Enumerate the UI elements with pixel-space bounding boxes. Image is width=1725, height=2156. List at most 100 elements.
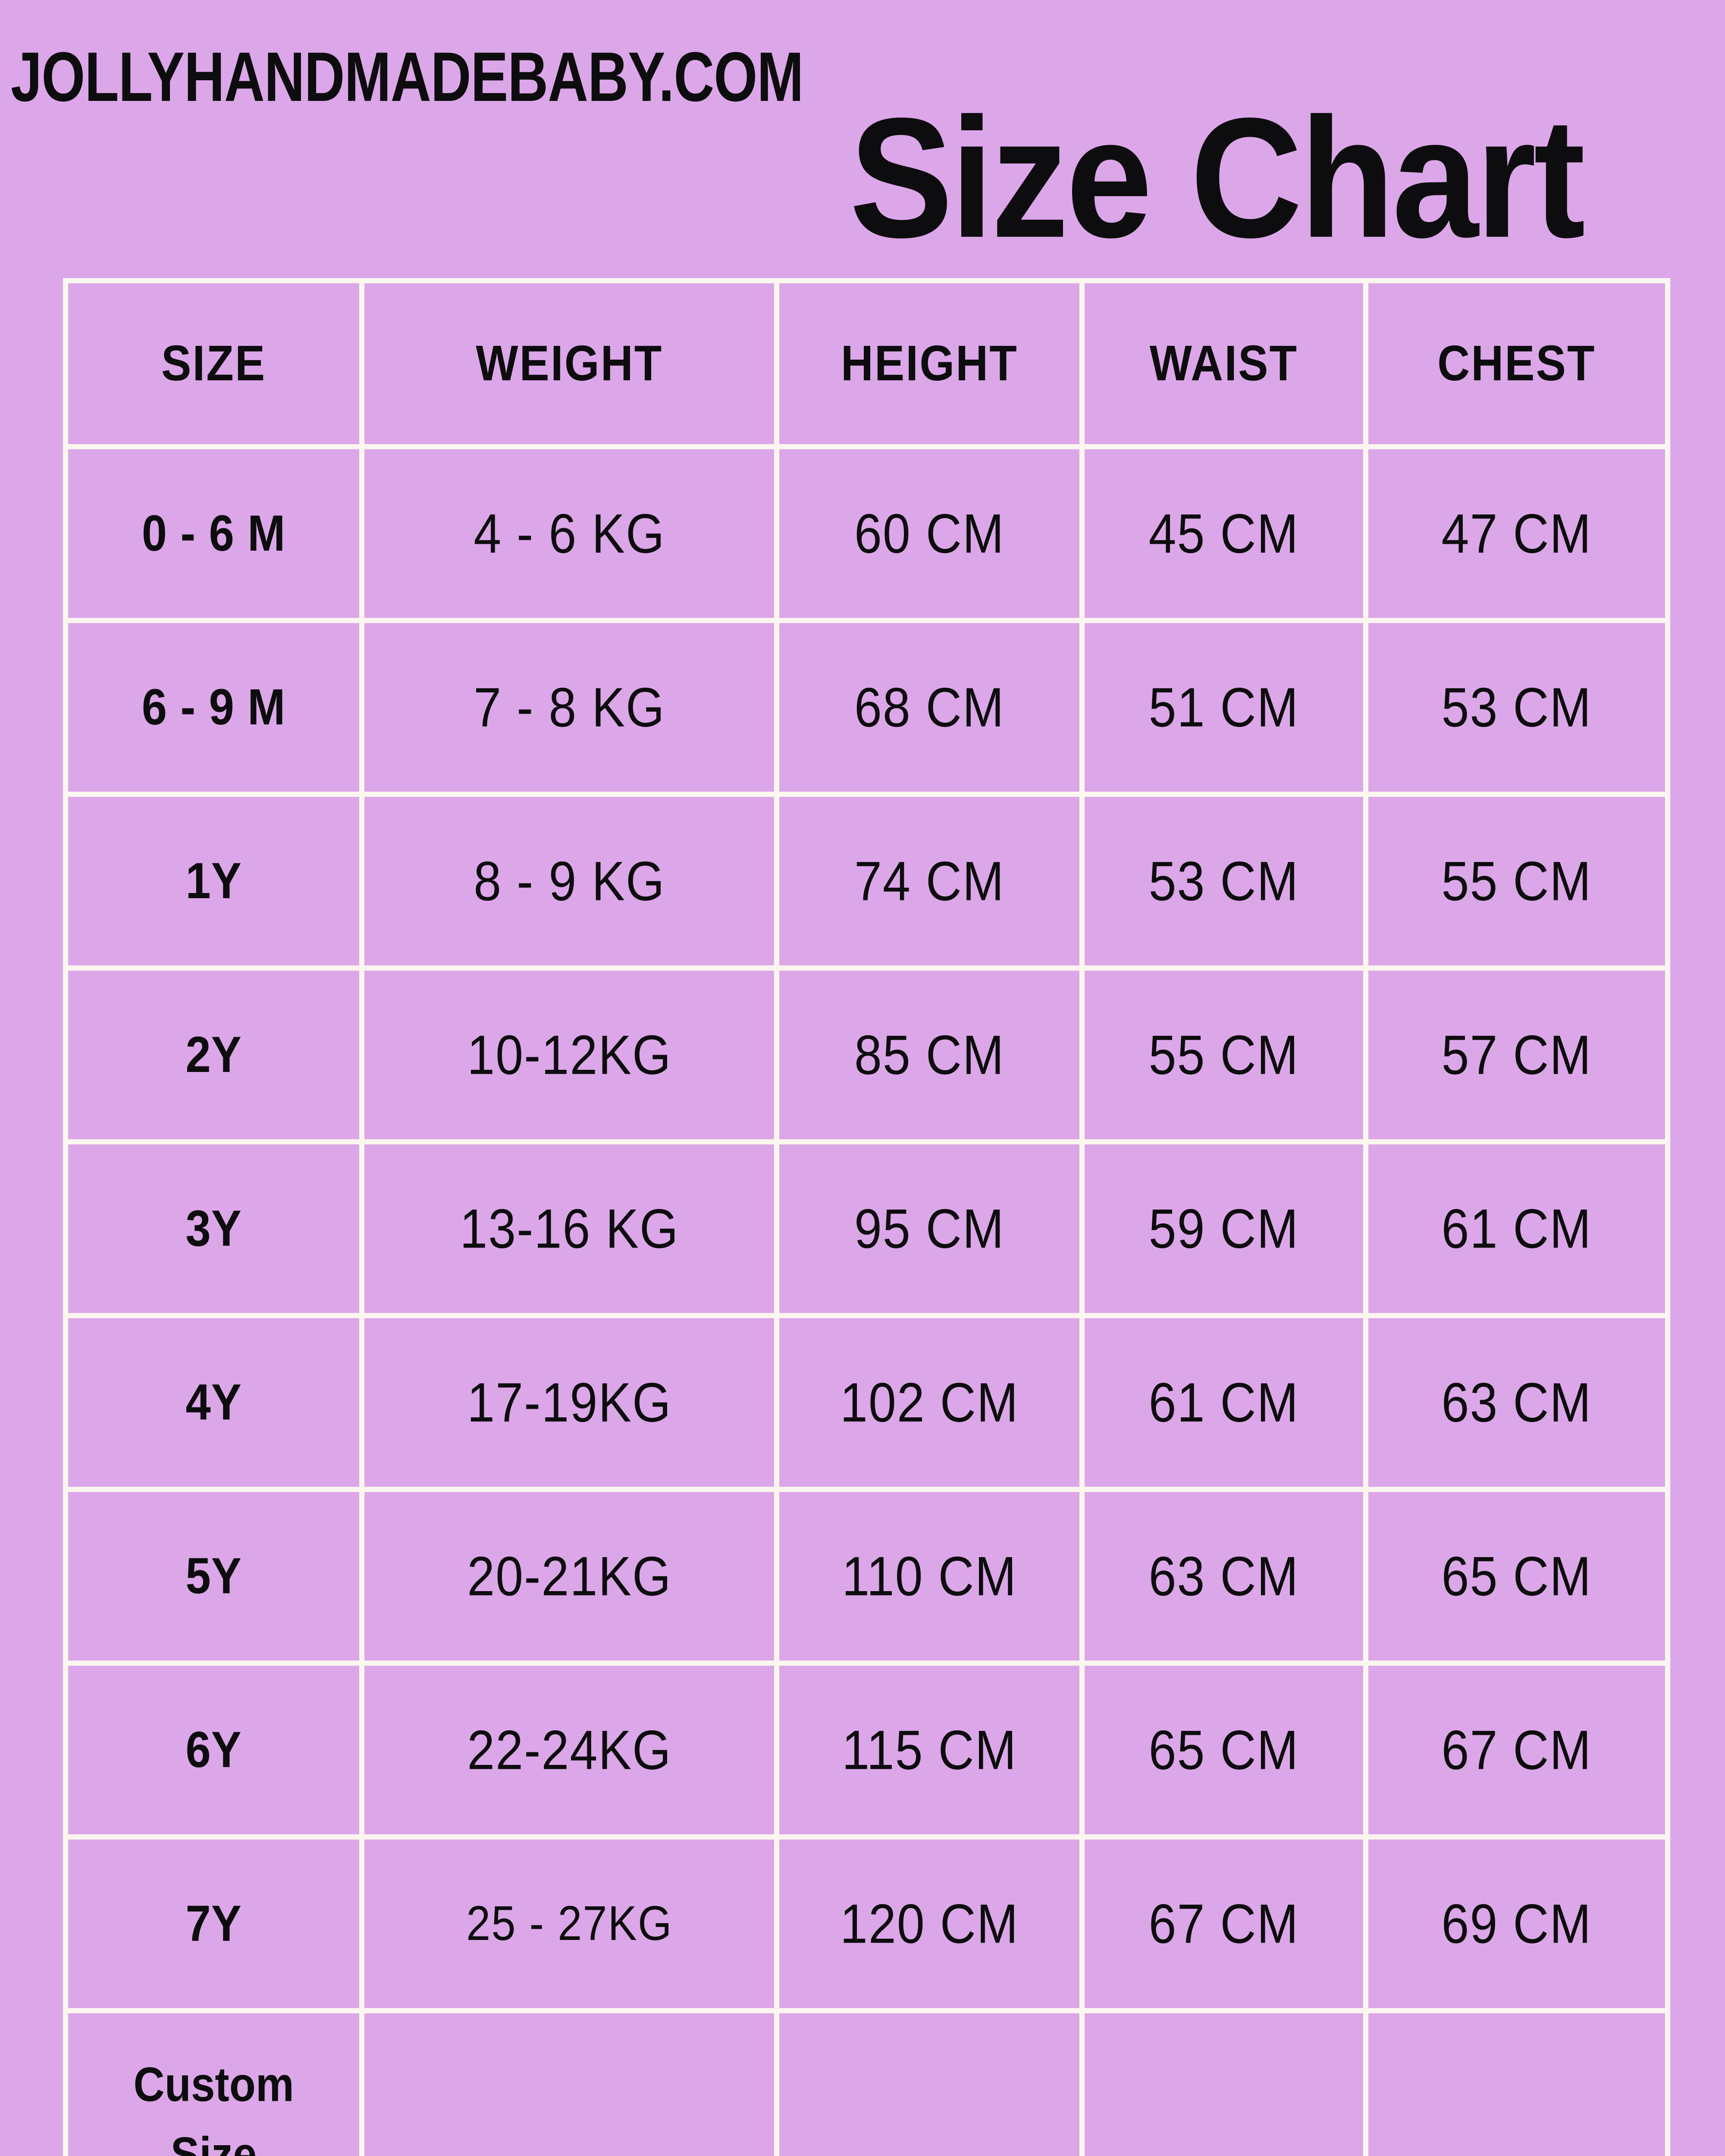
cell-size: 5Y: [63, 1487, 365, 1666]
page-title: Size Chart: [849, 82, 1585, 273]
cell-size: 1Y: [63, 792, 365, 971]
cell-text: 6Y: [185, 1721, 242, 1778]
cell-chest: [1363, 2008, 1671, 2156]
cell-text: 67 CM: [1148, 1893, 1299, 1955]
cell-text: 45 CM: [1148, 502, 1299, 565]
cell-chest: 57 CM: [1363, 965, 1671, 1144]
cell-text: 10-12KG: [467, 1024, 672, 1086]
cell-text: 17-19KG: [467, 1371, 672, 1434]
column-header-weight: WEIGHT: [359, 278, 780, 449]
cell-text: 68 CM: [854, 676, 1005, 739]
cell-size: 0 - 6 M: [63, 444, 365, 623]
column-header-waist: WAIST: [1079, 278, 1368, 449]
table-header-row: SIZE WEIGHT HEIGHT WAIST CHEST: [63, 278, 1671, 449]
cell-size: 6Y: [63, 1661, 365, 1839]
cell-height: 68 CM: [774, 618, 1085, 797]
cell-text: 20-21KG: [467, 1545, 672, 1608]
cell-weight: 25 - 27KG: [359, 1834, 780, 2013]
table-row-3y: 3Y 13-16 KG 95 CM 59 CM 61 CM: [63, 1139, 1671, 1318]
cell-text: 7Y: [185, 1895, 242, 1952]
cell-text: 55 CM: [1441, 850, 1592, 912]
cell-waist: 67 CM: [1079, 1834, 1368, 2013]
cell-text: 3Y: [185, 1200, 242, 1257]
cell-text: 102 CM: [840, 1371, 1019, 1434]
cell-chest: 61 CM: [1363, 1139, 1671, 1318]
cell-text: 85 CM: [854, 1024, 1005, 1086]
cell-text: 4Y: [185, 1374, 242, 1431]
cell-text: 74 CM: [854, 850, 1005, 912]
cell-chest: 53 CM: [1363, 618, 1671, 797]
cell-chest: 69 CM: [1363, 1834, 1671, 2013]
cell-weight: 20-21KG: [359, 1487, 780, 1666]
cell-waist: 63 CM: [1079, 1487, 1368, 1666]
cell-text: 115 CM: [842, 1719, 1017, 1781]
cell-text: 51 CM: [1148, 676, 1299, 739]
cell-text: 69 CM: [1441, 1893, 1592, 1955]
cell-text: 61 CM: [1148, 1371, 1299, 1434]
cell-text: 6 - 9 M: [141, 679, 286, 736]
column-header-label: HEIGHT: [841, 335, 1018, 392]
table-row-7y: 7Y 25 - 27KG 120 CM 67 CM 69 CM: [63, 1834, 1671, 2013]
cell-weight: 17-19KG: [359, 1313, 780, 1492]
cell-waist: 53 CM: [1079, 792, 1368, 971]
cell-waist: 45 CM: [1079, 444, 1368, 623]
cell-height: 115 CM: [774, 1661, 1085, 1839]
table-row-6y: 6Y 22-24KG 115 CM 65 CM 67 CM: [63, 1661, 1671, 1839]
cell-text: 59 CM: [1148, 1197, 1299, 1260]
cell-height: 74 CM: [774, 792, 1085, 971]
table-row-4y: 4Y 17-19KG 102 CM 61 CM 63 CM: [63, 1313, 1671, 1492]
column-header-label: CHEST: [1437, 335, 1596, 392]
cell-size: Custom Size: [63, 2008, 365, 2156]
column-header-label: WAIST: [1149, 335, 1298, 392]
cell-text: Custom Size: [133, 2057, 294, 2156]
cell-waist: 51 CM: [1079, 618, 1368, 797]
cell-chest: 65 CM: [1363, 1487, 1671, 1666]
cell-text: 0 - 6 M: [141, 505, 286, 562]
cell-text: 63 CM: [1148, 1545, 1299, 1608]
table-row-custom-size: Custom Size: [63, 2008, 1671, 2156]
cell-size: 2Y: [63, 965, 365, 1144]
cell-weight: [359, 2008, 780, 2156]
cell-height: 120 CM: [774, 1834, 1085, 2013]
cell-text: 7 - 8 KG: [474, 676, 665, 739]
cell-height: [774, 2008, 1085, 2156]
cell-waist: 61 CM: [1079, 1313, 1368, 1492]
column-header-height: HEIGHT: [774, 278, 1085, 449]
cell-weight: 4 - 6 KG: [359, 444, 780, 623]
cell-text: 95 CM: [854, 1197, 1005, 1260]
cell-weight: 22-24KG: [359, 1661, 780, 1839]
cell-size: 3Y: [63, 1139, 365, 1318]
cell-size: 4Y: [63, 1313, 365, 1492]
size-table: SIZE WEIGHT HEIGHT WAIST CHEST 0 - 6 M 4…: [63, 278, 1671, 2156]
table-row-5y: 5Y 20-21KG 110 CM 63 CM 65 CM: [63, 1487, 1671, 1666]
cell-waist: 65 CM: [1079, 1661, 1368, 1839]
cell-height: 60 CM: [774, 444, 1085, 623]
cell-text: 61 CM: [1441, 1197, 1592, 1260]
cell-chest: 47 CM: [1363, 444, 1671, 623]
table-row-1y: 1Y 8 - 9 KG 74 CM 53 CM 55 CM: [63, 792, 1671, 971]
cell-weight: 10-12KG: [359, 965, 780, 1144]
site-url: JOLLYHANDMADEBABY.COM: [11, 37, 804, 116]
cell-weight: 7 - 8 KG: [359, 618, 780, 797]
cell-weight: 13-16 KG: [359, 1139, 780, 1318]
cell-text: 47 CM: [1441, 502, 1592, 565]
table-row-2y: 2Y 10-12KG 85 CM 55 CM 57 CM: [63, 965, 1671, 1144]
cell-text: 5Y: [185, 1548, 242, 1604]
cell-text: 53 CM: [1148, 850, 1299, 912]
cell-text: 110 CM: [842, 1545, 1017, 1608]
cell-waist: 59 CM: [1079, 1139, 1368, 1318]
cell-text: 1Y: [185, 852, 242, 909]
column-header-chest: CHEST: [1363, 278, 1671, 449]
cell-weight: 8 - 9 KG: [359, 792, 780, 971]
table-row-6-9m: 6 - 9 M 7 - 8 KG 68 CM 51 CM 53 CM: [63, 618, 1671, 797]
cell-text: 60 CM: [854, 502, 1005, 565]
cell-waist: 55 CM: [1079, 965, 1368, 1144]
cell-size: 7Y: [63, 1834, 365, 2013]
cell-text: 65 CM: [1441, 1545, 1592, 1608]
cell-text: 13-16 KG: [460, 1197, 679, 1260]
cell-chest: 63 CM: [1363, 1313, 1671, 1492]
cell-text: 65 CM: [1148, 1719, 1299, 1781]
column-header-label: SIZE: [161, 335, 267, 392]
table-row-0-6m: 0 - 6 M 4 - 6 KG 60 CM 45 CM 47 CM: [63, 444, 1671, 623]
